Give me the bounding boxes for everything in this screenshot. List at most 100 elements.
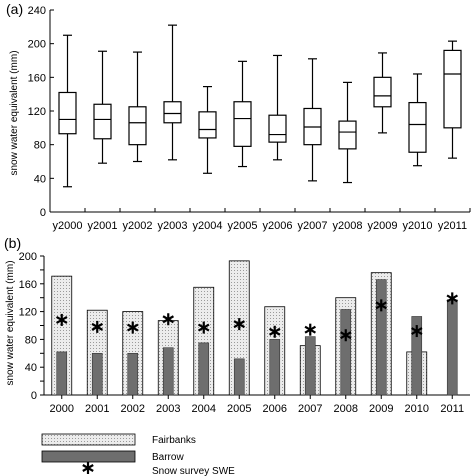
panel-a-x-tick-label: y2011 xyxy=(438,220,467,232)
box-iqr xyxy=(93,103,112,140)
panel-a-label: (a) xyxy=(6,1,23,17)
panel-a-y-tick-label: 160 xyxy=(28,72,46,84)
panel-a-box-y2006 xyxy=(268,54,287,161)
panel-b-y-tick-label: 160 xyxy=(19,279,37,291)
panel-b-x-tick-label: 2001 xyxy=(85,403,109,415)
legend: Fairbanks Barrow Snow survey SWE xyxy=(41,433,235,476)
bar-barrow-2002 xyxy=(127,352,139,396)
panel-a-box-y2004 xyxy=(198,85,217,174)
box-iqr xyxy=(58,91,77,135)
bar-barrow-2008 xyxy=(340,309,352,396)
panel-a-y-tick-label: 120 xyxy=(28,106,46,118)
panel-b-x-tick-label: 2005 xyxy=(227,403,251,415)
bar-barrow-2009 xyxy=(375,279,387,396)
panel-b-y-tick-label: 40 xyxy=(25,362,37,374)
legend-swatch-snow-survey xyxy=(82,462,94,474)
panel-b-y-ticks: 0 40 80 120 160 200 xyxy=(19,251,44,402)
panel-b-x-tick-label: 2004 xyxy=(192,403,216,415)
box-iqr xyxy=(268,114,287,143)
panel-a-box-y2001 xyxy=(93,50,112,164)
panel-b-y-tick-label: 80 xyxy=(25,334,37,346)
panel-a-x-tick-label: y2010 xyxy=(403,220,433,232)
bar-barrow-2005 xyxy=(233,358,245,396)
panel-a-y-axis-title: snow water equivalent (mm) xyxy=(9,50,20,175)
panel-a-box-y2007 xyxy=(303,58,322,182)
box-iqr xyxy=(128,106,147,146)
panel-b-bar-marks xyxy=(51,260,458,396)
asterisk-snow-survey-2011 xyxy=(446,292,458,305)
panel-a-y-tick-label: 80 xyxy=(34,140,46,152)
panel-a-box-y2010 xyxy=(408,73,427,167)
panel-a-box-y2005 xyxy=(233,60,252,168)
panel-a-box-y2011 xyxy=(443,40,462,159)
panel-b-x-tick-label: 2006 xyxy=(263,403,287,415)
panel-a-x-tick-label: y2008 xyxy=(333,220,363,232)
box-iqr xyxy=(443,49,462,129)
panel-a-x-tick-label: y2001 xyxy=(88,220,118,232)
asterisk-snow-survey-2002 xyxy=(127,321,139,334)
panel-b-x-tick-label: 2003 xyxy=(156,403,180,415)
asterisk-snow-survey-2007 xyxy=(304,323,316,336)
panel-a-y-tick-label: 240 xyxy=(28,5,46,17)
asterisk-snow-survey-2009 xyxy=(375,299,387,312)
box-iqr xyxy=(408,101,427,153)
bar-barrow-2007 xyxy=(304,336,316,396)
panel-a-x-tick-label: y2003 xyxy=(158,220,188,232)
asterisk-snow-survey-2008 xyxy=(340,329,352,342)
panel-b-x-tick-label: 2008 xyxy=(334,403,358,415)
panel-a-x-tick-label: y2007 xyxy=(298,220,328,232)
panel-a-x-tick-label: y2009 xyxy=(368,220,398,232)
panel-b-label: (b) xyxy=(4,235,21,251)
panel-a-x-tick-label: y2005 xyxy=(228,220,258,232)
legend-label-fairbanks: Fairbanks xyxy=(152,435,196,446)
panel-a-y-tick-label: 0 xyxy=(40,207,46,219)
panel-b-y-tick-label: 0 xyxy=(31,390,37,402)
panel-b-x-ticks: 2000 2001 2002 2003 2004 2005 2006 2007 2008 2009… xyxy=(50,395,464,415)
panel-a-box-y2003 xyxy=(163,24,182,161)
panel-a-x-tick-label: y2000 xyxy=(53,220,83,232)
bar-barrow-2006 xyxy=(269,339,281,396)
panel-a-box-y2000 xyxy=(58,34,77,188)
panel-b-x-tick-label: 2002 xyxy=(121,403,145,415)
panel-b-axes xyxy=(43,256,470,396)
box-iqr xyxy=(198,111,217,139)
panel-b-x-tick-label: 2007 xyxy=(298,403,322,415)
panel-a-x-tick-label: y2002 xyxy=(123,220,153,232)
box-iqr xyxy=(373,76,392,108)
panel-b-x-tick-label: 2011 xyxy=(440,403,464,415)
bar-barrow-2000 xyxy=(56,351,68,396)
panel-a-axes xyxy=(49,10,470,213)
panel-a-box-y2002 xyxy=(128,51,147,163)
bar-barrow-2011 xyxy=(446,299,458,396)
panel-a-x-ticks: y2000 y2001 y2002 y2003 y2004 y2005 y2006 y2007… xyxy=(53,208,471,232)
asterisk-snow-survey-2003 xyxy=(162,313,174,326)
panel-a-x-tick-label: y2004 xyxy=(193,220,223,232)
legend-swatch-barrow xyxy=(41,450,136,463)
box-iqr xyxy=(338,120,357,150)
panel-b-y-tick-label: 120 xyxy=(19,307,37,319)
legend-label-barrow: Barrow xyxy=(152,452,184,463)
box-iqr xyxy=(233,101,252,147)
bar-barrow-2003 xyxy=(162,347,174,396)
legend-swatch-fairbanks xyxy=(41,433,136,446)
panel-b-y-axis-title: snow water equivalent (mm) xyxy=(5,260,16,385)
panel-b-bars: (b) snow water equivalent (mm) 0 40 80 120 1… xyxy=(4,235,470,415)
panel-b-asterisk-marks xyxy=(56,292,458,342)
asterisk-snow-survey-2010 xyxy=(411,325,423,338)
panel-a-box-y2009 xyxy=(373,52,392,134)
box-iqr xyxy=(163,101,182,124)
panel-b-y-tick-label: 200 xyxy=(19,251,37,263)
asterisk-snow-survey-2005 xyxy=(233,318,245,331)
panel-a-boxes xyxy=(58,24,462,188)
panel-a-x-tick-label: y2006 xyxy=(263,220,293,232)
asterisk-snow-survey-2006 xyxy=(269,325,281,338)
bar-barrow-2004 xyxy=(198,342,210,396)
panel-a-box-y2008 xyxy=(338,81,357,184)
legend-asterisk xyxy=(82,462,94,474)
asterisk-snow-survey-2001 xyxy=(91,320,103,333)
asterisk-snow-survey-2000 xyxy=(56,313,68,326)
panel-a-boxplot: (a) snow water equivalent (mm) 0 40 80 120 1… xyxy=(6,1,471,232)
panel-a-y-ticks: 0 40 80 120 160 200 240 xyxy=(28,5,54,219)
panel-b-x-tick-label: 2009 xyxy=(369,403,393,415)
